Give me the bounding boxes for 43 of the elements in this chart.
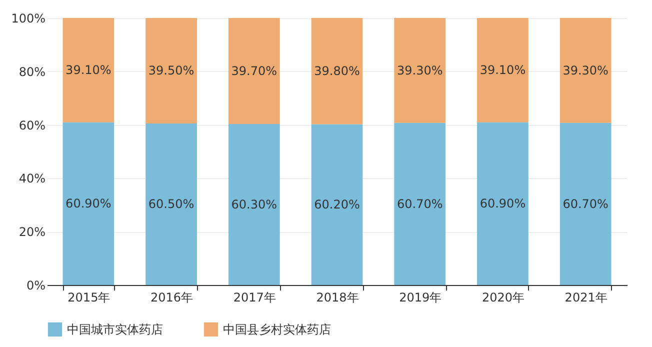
data-label: 60.20% bbox=[314, 198, 360, 212]
bar bbox=[146, 123, 197, 285]
legend-label: 中国县乡村实体药店 bbox=[223, 322, 331, 336]
bar bbox=[62, 18, 114, 122]
data-label: 60.70% bbox=[562, 196, 608, 211]
bar bbox=[560, 122, 612, 285]
data-label: 60.90% bbox=[66, 196, 112, 211]
bar bbox=[477, 122, 528, 285]
bar bbox=[477, 18, 528, 122]
x-tick-label: 2016年 bbox=[150, 290, 194, 304]
bar bbox=[228, 124, 280, 285]
x-tick-label: 2017年 bbox=[233, 290, 276, 304]
bar bbox=[394, 122, 446, 285]
data-label: 39.30% bbox=[562, 63, 608, 78]
y-tick-label: 80% bbox=[18, 64, 46, 79]
x-tick-label: 2019年 bbox=[399, 290, 442, 304]
y-tick-label: 100% bbox=[11, 12, 46, 26]
bar bbox=[146, 18, 197, 124]
bar bbox=[311, 124, 363, 285]
data-label: 39.70% bbox=[231, 64, 278, 78]
data-label: 60.90% bbox=[480, 196, 526, 211]
bar bbox=[394, 18, 446, 123]
data-label: 39.10% bbox=[480, 63, 526, 78]
bar bbox=[311, 18, 363, 124]
y-tick-label: 20% bbox=[18, 225, 46, 240]
y-tick-label: 60% bbox=[18, 118, 46, 132]
data-label: 60.70% bbox=[396, 196, 443, 211]
x-tick-label: 2020年 bbox=[482, 290, 524, 304]
y-tick-label: 40% bbox=[18, 172, 46, 186]
data-label: 39.10% bbox=[66, 63, 112, 78]
x-tick-label: 2015年 bbox=[68, 290, 110, 304]
data-label: 60.50% bbox=[148, 197, 194, 212]
data-label: 39.30% bbox=[396, 63, 443, 78]
legend-label: 中国城市实体药店 bbox=[67, 322, 163, 336]
data-label: 60.30% bbox=[231, 198, 278, 212]
bar bbox=[228, 18, 280, 124]
bar bbox=[560, 18, 612, 123]
bar bbox=[62, 122, 114, 285]
data-label: 39.50% bbox=[148, 64, 194, 78]
y-tick-label: 0% bbox=[26, 278, 46, 292]
x-tick-label: 2018年 bbox=[316, 290, 359, 304]
data-label: 39.80% bbox=[314, 64, 360, 78]
x-tick-label: 2021年 bbox=[564, 290, 608, 304]
